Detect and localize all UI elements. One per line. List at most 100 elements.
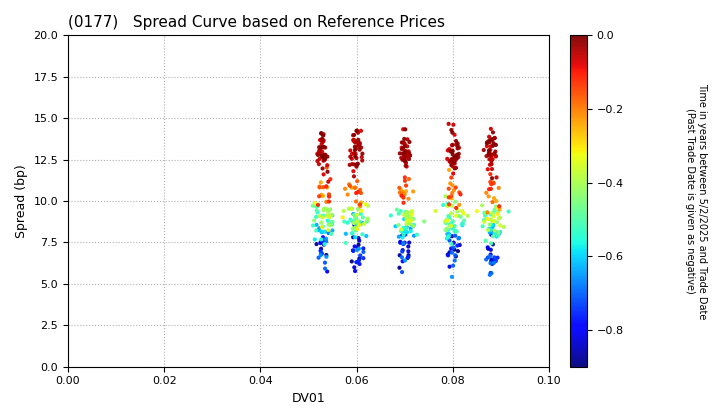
Point [487, 241, 499, 248]
Point [315, 136, 326, 143]
Point [325, 222, 336, 228]
Point [400, 148, 411, 155]
Point [322, 153, 333, 160]
Point [450, 141, 462, 148]
Point [406, 211, 418, 218]
Point [491, 174, 503, 181]
Point [451, 145, 463, 152]
Point [399, 141, 410, 147]
Point [399, 230, 410, 236]
Point [322, 217, 333, 224]
Point [442, 147, 454, 154]
Point [452, 142, 464, 149]
Point [318, 205, 330, 212]
Point [446, 245, 457, 252]
Point [485, 153, 497, 160]
Point [347, 132, 359, 139]
Point [308, 217, 320, 224]
Point [400, 158, 411, 165]
Point [450, 184, 462, 191]
Point [399, 143, 410, 150]
Point [315, 250, 327, 257]
Point [348, 248, 359, 255]
Point [408, 232, 420, 239]
Point [351, 219, 362, 226]
Point [399, 191, 410, 198]
Point [395, 208, 406, 215]
Point [397, 156, 408, 163]
Point [319, 259, 330, 266]
Point [448, 121, 459, 128]
Point [354, 140, 366, 147]
Point [487, 224, 498, 231]
Point [498, 223, 510, 230]
Point [485, 231, 497, 238]
Point [481, 209, 492, 216]
Point [441, 235, 453, 242]
Y-axis label: Time in years between 5/2/2025 and Trade Date
(Past Trade Date is given as negat: Time in years between 5/2/2025 and Trade… [685, 83, 707, 319]
Point [490, 198, 502, 205]
Point [492, 255, 503, 261]
Point [315, 192, 327, 198]
Point [350, 150, 361, 157]
Point [396, 192, 408, 199]
Point [405, 218, 416, 224]
Point [317, 144, 328, 151]
Point [455, 213, 467, 220]
Point [487, 257, 499, 264]
Point [357, 214, 369, 221]
Point [451, 228, 462, 235]
Point [354, 201, 366, 208]
Point [309, 200, 320, 206]
Point [485, 216, 496, 223]
Point [326, 212, 338, 218]
Point [484, 138, 495, 145]
Point [447, 148, 459, 155]
Point [487, 210, 498, 217]
Point [316, 229, 328, 236]
Point [358, 249, 369, 255]
Point [492, 208, 504, 215]
Point [350, 198, 361, 205]
Point [309, 236, 320, 243]
Point [449, 228, 460, 235]
Point [392, 222, 404, 228]
Point [449, 223, 460, 229]
Point [394, 184, 405, 191]
Point [408, 223, 419, 229]
Point [316, 141, 328, 147]
Point [449, 165, 461, 172]
Point [440, 220, 451, 226]
Point [313, 225, 325, 231]
Point [349, 268, 361, 274]
Point [397, 241, 409, 247]
Point [354, 141, 366, 147]
Point [400, 257, 411, 264]
Point [447, 163, 459, 170]
Point [319, 228, 330, 235]
Point [318, 137, 330, 144]
Point [323, 193, 335, 200]
Point [440, 227, 451, 234]
Point [315, 252, 326, 259]
Point [452, 248, 464, 255]
Point [444, 237, 455, 244]
Point [402, 212, 414, 219]
Point [346, 258, 358, 265]
Point [405, 213, 416, 220]
Point [398, 200, 410, 206]
Point [348, 136, 359, 143]
Point [446, 224, 458, 231]
Point [494, 206, 505, 213]
Point [318, 131, 329, 137]
Point [397, 194, 409, 201]
Point [401, 229, 413, 236]
Point [483, 226, 495, 232]
Point [323, 198, 335, 205]
Point [399, 157, 410, 164]
Point [477, 202, 488, 209]
Point [482, 254, 494, 261]
Point [397, 150, 408, 157]
Point [487, 222, 499, 229]
Point [318, 213, 329, 219]
